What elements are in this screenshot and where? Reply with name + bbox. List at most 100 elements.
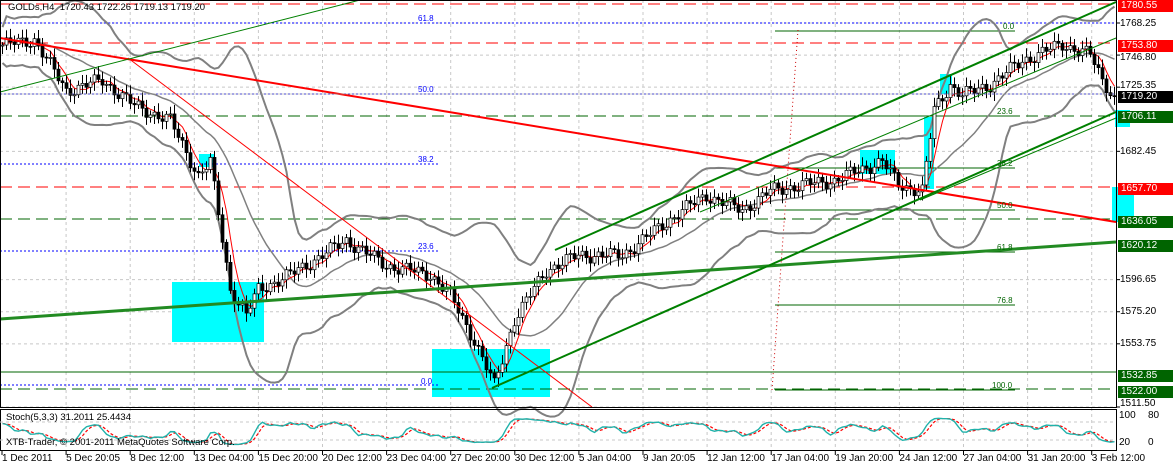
candle-body (472, 339, 477, 346)
candle-body (352, 246, 357, 253)
candle-body (380, 256, 385, 269)
candle-body (600, 251, 605, 258)
channel-inner-line[interactable] (919, 117, 1117, 201)
candle-body (932, 106, 937, 140)
candle-body (644, 234, 649, 237)
red-trendline[interactable] (0, 37, 1117, 223)
price-level-tag: 1522.00 (1118, 386, 1173, 399)
stoch-label: Stoch(5,3,3) 31.2011 25.4434 (6, 412, 132, 423)
candle-body (56, 68, 61, 82)
top-left-trendline[interactable] (0, 0, 361, 93)
candle-body (116, 94, 121, 99)
horizontal-levels (0, 3, 1116, 390)
candle-body (292, 270, 297, 275)
candle-body (936, 98, 941, 107)
candle-body (284, 269, 289, 281)
candle-body (1100, 67, 1105, 80)
price-level-tag: 1657.70 (1118, 183, 1173, 196)
candle-body (476, 344, 481, 347)
green-support-line[interactable] (0, 240, 1117, 321)
candle-body (980, 83, 985, 89)
candle-body (1044, 46, 1049, 52)
candle-body (260, 283, 265, 291)
candles (0, 28, 1117, 387)
fib-right-label: 100.0 (992, 381, 1013, 390)
candle-body (220, 214, 225, 243)
candle-body (1020, 61, 1025, 69)
candle-body (860, 165, 865, 174)
candle-body (468, 324, 473, 341)
candle-body (740, 209, 745, 213)
fib-right-label: 76.8 (997, 296, 1013, 305)
candle-body (880, 158, 885, 161)
candle-body (540, 276, 545, 279)
candle-body (64, 82, 69, 89)
channel-upper-line[interactable] (554, 1, 1117, 251)
candle-body (360, 245, 365, 248)
time-axis-label: 19 Jan 20:00 (835, 453, 894, 464)
candle-body (188, 152, 193, 169)
candle-body (1024, 56, 1029, 63)
candle-body (760, 192, 765, 197)
candle-body (812, 182, 817, 185)
candle-body (268, 283, 273, 293)
candle-body (436, 276, 441, 285)
candle-body (428, 278, 433, 281)
candle-body (416, 266, 421, 273)
candle-body (316, 255, 321, 261)
candle-body (192, 167, 197, 172)
red-thin-trendline[interactable] (127, 57, 593, 408)
candle-body (680, 209, 685, 220)
candle-body (952, 84, 957, 88)
candle-body (664, 226, 669, 231)
candle-body (364, 245, 369, 255)
candle-body (40, 45, 45, 58)
channel-mid-line[interactable] (699, 37, 1117, 213)
candle-body (696, 196, 701, 206)
time-axis-label: 27 Dec 20:00 (450, 453, 511, 464)
candle-body (820, 176, 825, 183)
candle-body (832, 177, 837, 185)
candle-body (552, 264, 557, 270)
candle-body (96, 74, 101, 80)
candle-body (1060, 42, 1065, 51)
fib-right-label: 61.8 (997, 243, 1013, 252)
candle-body (368, 253, 373, 256)
candle-body (660, 223, 665, 231)
candle-body (608, 248, 613, 257)
time-axis-label: 9 Jan 20:05 (643, 453, 696, 464)
candle-body (108, 83, 113, 86)
candle-body (44, 56, 49, 59)
candle-body (580, 250, 585, 256)
channel-lower-line[interactable] (491, 111, 1117, 389)
candle-body (744, 205, 749, 211)
candle-body (1052, 40, 1057, 50)
candle-body (72, 94, 77, 97)
candle-body (48, 57, 53, 59)
candle-body (60, 80, 65, 84)
candle-body (652, 225, 657, 236)
candle-body (412, 269, 417, 273)
candle-body (668, 217, 673, 228)
candle-body (208, 157, 213, 170)
candle-body (484, 356, 489, 371)
candle-body (296, 267, 301, 275)
stochastic-panel (0, 417, 1116, 446)
candle-body (748, 205, 753, 211)
candle-body (420, 266, 425, 272)
candle-body (944, 97, 949, 102)
candle-body (80, 83, 85, 86)
candle-body (864, 165, 869, 169)
highlight-box (1112, 187, 1134, 222)
candle-body (708, 200, 713, 204)
stoch-main-line (2, 417, 1115, 446)
symbol-label: GOLDs,H4 (8, 2, 55, 13)
candle-body (560, 264, 565, 270)
candle-body (992, 80, 997, 93)
candle-body (332, 242, 337, 245)
candle-body (1096, 64, 1101, 68)
candle-body (228, 262, 233, 291)
candle-body (372, 250, 377, 256)
